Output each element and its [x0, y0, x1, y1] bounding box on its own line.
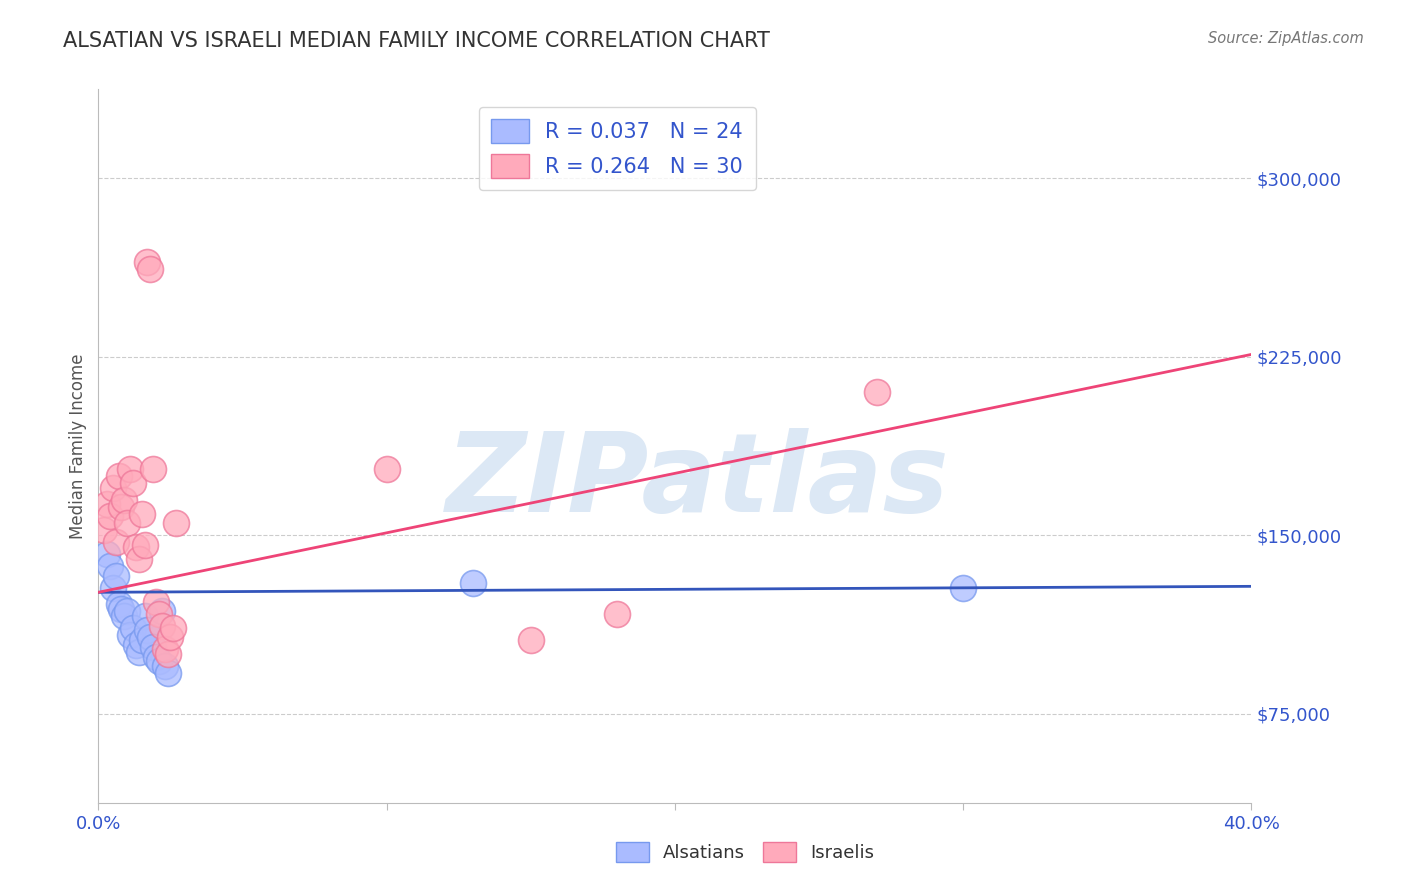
Point [122, 475, 145, 490]
Point [110, 500, 132, 514]
Point [153, 659, 176, 673]
Point [150, 618, 173, 632]
Point [122, 621, 145, 635]
Point [142, 461, 165, 475]
Point [136, 624, 159, 638]
Point [952, 581, 974, 595]
Point [104, 535, 127, 549]
Point [98, 559, 121, 574]
Point [125, 540, 148, 554]
Point [866, 385, 889, 400]
Point [136, 254, 159, 268]
Point [112, 492, 135, 507]
Point [165, 516, 187, 531]
Point [142, 640, 165, 654]
Point [96, 497, 118, 511]
Legend: R = 0.037   N = 24, R = 0.264   N = 30: R = 0.037 N = 24, R = 0.264 N = 30 [479, 107, 755, 190]
Point [120, 461, 142, 475]
Point [101, 481, 124, 495]
Point [156, 647, 179, 661]
Point [93, 524, 115, 538]
Point [128, 645, 150, 659]
Point [98, 509, 121, 524]
Point [131, 632, 153, 647]
Point [139, 261, 162, 276]
Point [139, 631, 162, 645]
Legend: Alsatians, Israelis: Alsatians, Israelis [609, 835, 882, 870]
Y-axis label: Median Family Income: Median Family Income [69, 353, 87, 539]
Point [110, 602, 132, 616]
Point [104, 568, 127, 582]
Point [128, 552, 150, 566]
Point [117, 516, 139, 531]
Text: ALSATIAN VS ISRAELI MEDIAN FAMILY INCOME CORRELATION CHART: ALSATIAN VS ISRAELI MEDIAN FAMILY INCOME… [63, 31, 770, 51]
Point [162, 621, 184, 635]
Point [145, 649, 167, 664]
Point [134, 538, 156, 552]
Point [461, 575, 484, 590]
Point [148, 654, 170, 668]
Point [134, 609, 156, 624]
Point [150, 604, 173, 618]
Point [117, 604, 139, 618]
Point [107, 597, 129, 611]
Point [145, 595, 167, 609]
Point [153, 642, 176, 657]
Point [606, 607, 628, 621]
Point [159, 631, 181, 645]
Point [148, 607, 170, 621]
Text: Source: ZipAtlas.com: Source: ZipAtlas.com [1208, 31, 1364, 46]
Point [520, 632, 543, 647]
Point [96, 547, 118, 561]
Point [131, 507, 153, 521]
Point [375, 461, 398, 475]
Text: ZIPatlas: ZIPatlas [446, 428, 950, 535]
Point [120, 628, 142, 642]
Point [101, 581, 124, 595]
Point [156, 666, 179, 681]
Point [107, 468, 129, 483]
Point [112, 609, 135, 624]
Point [125, 638, 148, 652]
